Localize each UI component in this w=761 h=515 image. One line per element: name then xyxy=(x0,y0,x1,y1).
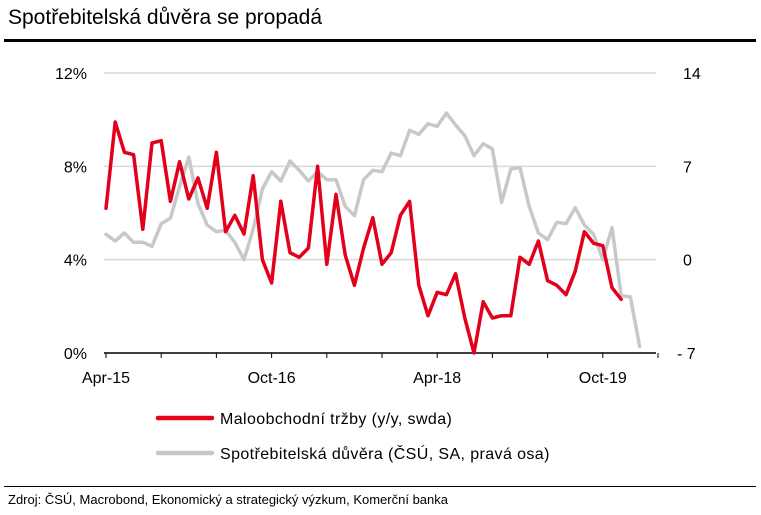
chart-title: Spotřebitelská důvěra se propadá xyxy=(8,6,323,29)
x-tick-label: Apr-15 xyxy=(82,370,130,387)
x-tick-label: Apr-18 xyxy=(413,370,461,387)
legend: Maloobchodní tržby (y/y, swda) Spotřebite… xyxy=(155,411,550,463)
y-right-tick-label: - 7 xyxy=(677,346,696,363)
series-layer xyxy=(104,111,642,355)
y-left-tick-label: 0% xyxy=(64,346,87,363)
y-right-tick-label: 7 xyxy=(683,159,692,176)
legend-label: Spotřebitelská důvěra (ČSÚ, SA, pravá os… xyxy=(220,444,550,463)
y-left-tick-label: 12% xyxy=(55,66,87,83)
y-right-axis: - 7 0 7 14 xyxy=(677,66,701,363)
y-left-tick-label: 4% xyxy=(64,253,87,270)
y-left-axis: 0% 4% 8% 12% xyxy=(55,66,87,363)
footer-divider xyxy=(4,486,756,487)
title-divider xyxy=(4,39,756,42)
source-note: Zdroj: ČSÚ, Macrobond, Ekonomický a stra… xyxy=(8,492,448,507)
series-line-confidence xyxy=(104,111,642,349)
y-right-tick-label: 14 xyxy=(683,66,701,83)
series-line-retail-sales xyxy=(104,120,623,355)
y-right-tick-label: 0 xyxy=(683,253,692,270)
y-left-tick-label: 8% xyxy=(64,159,87,176)
legend-label: Maloobchodní tržby (y/y, swda) xyxy=(220,411,452,428)
x-tick-label: Oct-19 xyxy=(579,370,627,387)
x-tick-label: Oct-16 xyxy=(248,370,296,387)
x-axis: Apr-15 Oct-16 Apr-18 Oct-19 xyxy=(82,352,659,387)
